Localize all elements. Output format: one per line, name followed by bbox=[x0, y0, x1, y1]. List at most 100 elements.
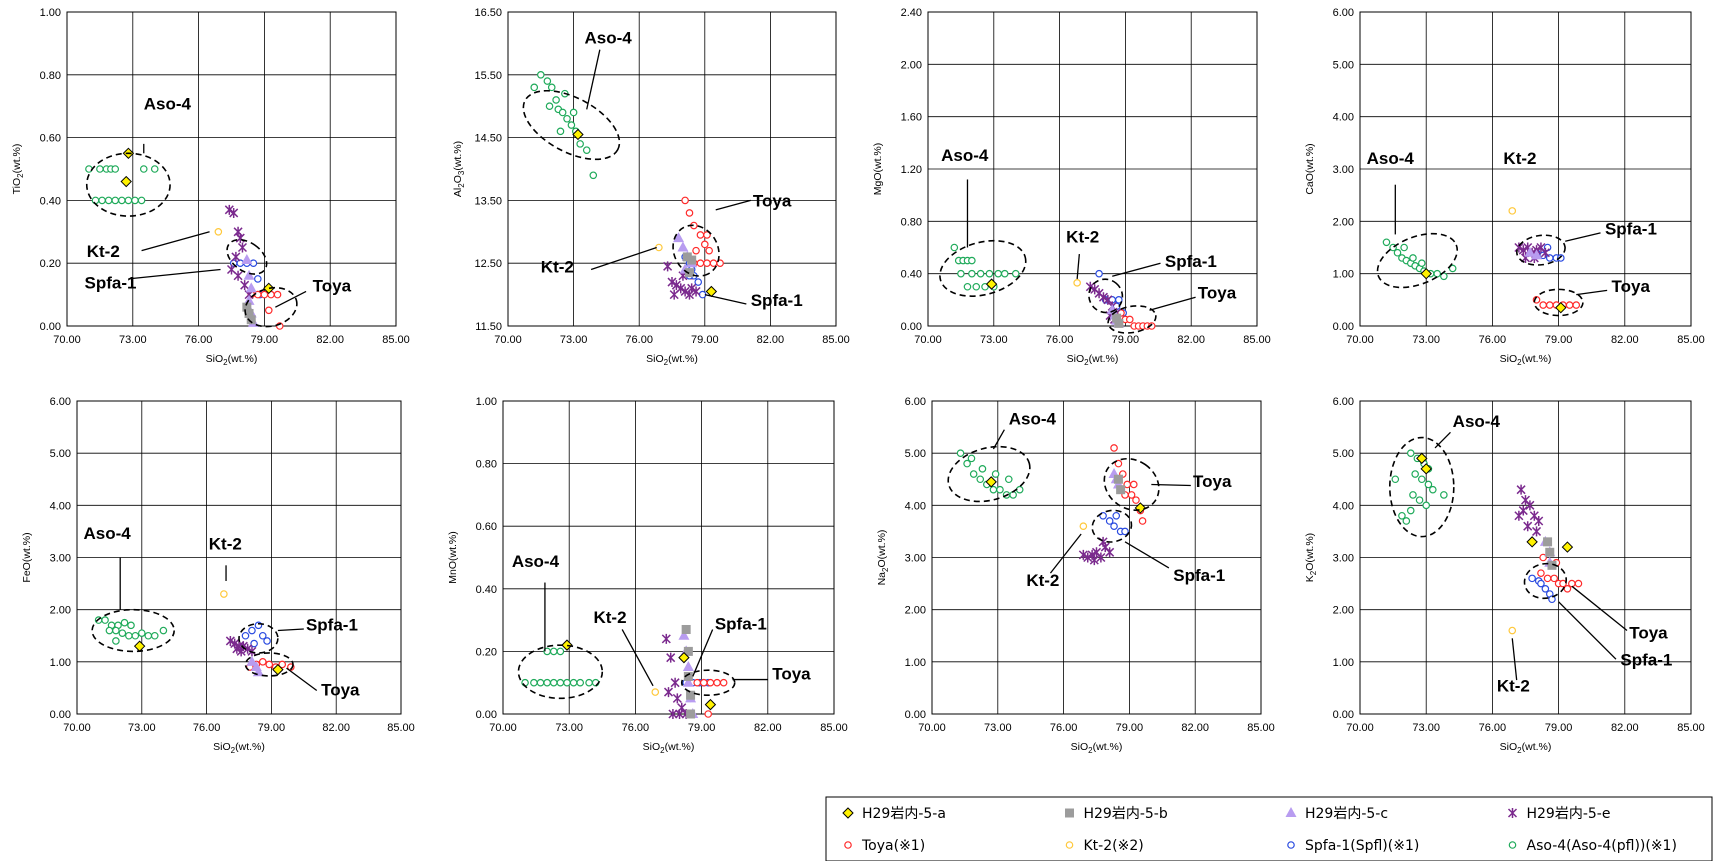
data-point bbox=[1114, 459, 1123, 468]
y-axis-title: FeO(wt.%) bbox=[21, 532, 33, 582]
data-point bbox=[1420, 463, 1432, 475]
leader-line bbox=[141, 231, 210, 252]
series-aso bbox=[85, 165, 159, 205]
data-point bbox=[704, 710, 713, 718]
y-tick-label: 2.00 bbox=[901, 59, 922, 71]
data-point bbox=[112, 626, 120, 635]
series-c bbox=[1524, 246, 1543, 260]
data-point bbox=[246, 655, 258, 666]
data-point bbox=[1391, 475, 1400, 484]
group-label: Aso-4 bbox=[941, 146, 989, 165]
legend-item: H29岩内-5-c bbox=[1285, 806, 1388, 822]
group-label: Toya bbox=[313, 276, 352, 295]
data-point bbox=[585, 678, 593, 687]
x-tick-label: 73.00 bbox=[1412, 334, 1440, 346]
data-point bbox=[696, 259, 705, 268]
data-point bbox=[978, 465, 987, 473]
data-point bbox=[683, 646, 693, 656]
y-tick-label: 0.00 bbox=[50, 709, 71, 721]
data-point bbox=[1079, 522, 1088, 531]
data-point bbox=[159, 626, 168, 635]
x-axis-title: SiO2(wt.%) bbox=[1067, 353, 1119, 367]
data-point bbox=[985, 476, 997, 488]
x-tick-label: 70.00 bbox=[914, 334, 942, 346]
legend-marker bbox=[1508, 841, 1517, 849]
data-point bbox=[673, 232, 685, 243]
data-point bbox=[1526, 536, 1538, 548]
x-axis-title: SiO2(wt.%) bbox=[646, 353, 698, 367]
y-tick-label: 1.00 bbox=[1333, 269, 1354, 281]
data-point bbox=[278, 660, 287, 669]
y-tick-label: 12.50 bbox=[474, 258, 502, 270]
data-point bbox=[1420, 267, 1432, 280]
data-point bbox=[85, 165, 93, 173]
data-point bbox=[684, 268, 694, 278]
data-point bbox=[1382, 238, 1391, 247]
y-tick-label: 5.00 bbox=[905, 448, 926, 460]
data-point bbox=[686, 690, 696, 700]
data-point bbox=[682, 661, 694, 672]
data-point bbox=[1409, 254, 1417, 262]
data-point bbox=[700, 678, 708, 687]
x-tick-label: 73.00 bbox=[984, 722, 1012, 734]
group-label: Kt-2 bbox=[1497, 677, 1530, 696]
data-point bbox=[1574, 579, 1583, 588]
x-tick-label: 79.00 bbox=[1116, 722, 1144, 734]
series-b bbox=[1113, 474, 1126, 495]
y-tick-label: 0.00 bbox=[901, 321, 922, 333]
y-tick-label: 6.00 bbox=[905, 396, 926, 408]
leader-line bbox=[1558, 601, 1617, 660]
group-label: Kt-2 bbox=[1066, 227, 1099, 246]
y-tick-label: 5.00 bbox=[1333, 59, 1354, 71]
series-a bbox=[120, 147, 275, 295]
data-point bbox=[1406, 449, 1415, 457]
data-point bbox=[686, 709, 696, 719]
plot-area bbox=[507, 11, 837, 327]
y-tick-label: 0.40 bbox=[901, 269, 922, 281]
data-point bbox=[681, 624, 691, 634]
data-point bbox=[244, 308, 254, 318]
data-point bbox=[232, 643, 242, 654]
y-tick-label: 0.20 bbox=[40, 258, 61, 270]
data-point bbox=[127, 621, 135, 630]
leader-line bbox=[692, 629, 714, 677]
group-ellipse bbox=[226, 238, 268, 275]
data-point bbox=[692, 246, 700, 255]
x-tick-label: 85.00 bbox=[1677, 722, 1705, 734]
x-tick-label: 76.00 bbox=[1046, 334, 1074, 346]
y-tick-label: 2.00 bbox=[1333, 605, 1354, 617]
data-point bbox=[576, 678, 585, 687]
leader-line bbox=[277, 628, 304, 632]
data-point bbox=[680, 286, 690, 297]
data-point bbox=[678, 629, 690, 640]
data-point bbox=[1409, 491, 1417, 499]
data-point bbox=[561, 639, 573, 651]
data-point bbox=[263, 637, 271, 645]
y-tick-label: 5.00 bbox=[1333, 448, 1354, 460]
y-tick-label: 2.00 bbox=[1333, 216, 1354, 228]
leader-line bbox=[128, 268, 221, 280]
y-tick-label: 15.50 bbox=[474, 70, 502, 82]
x-tick-label: 76.00 bbox=[185, 334, 213, 346]
data-point bbox=[1393, 248, 1402, 257]
data-point bbox=[682, 676, 694, 687]
data-point bbox=[666, 652, 676, 663]
legend-label: Aso-4(Aso-4(pfl))(※1) bbox=[1527, 838, 1677, 854]
data-point bbox=[1004, 475, 1013, 484]
data-point bbox=[552, 96, 560, 104]
data-point bbox=[1516, 484, 1526, 495]
x-tick-label: 73.00 bbox=[555, 722, 583, 734]
data-point bbox=[663, 261, 673, 272]
data-point bbox=[687, 283, 697, 294]
group-ellipse bbox=[1523, 562, 1568, 600]
leader-line bbox=[1434, 431, 1451, 449]
data-point bbox=[1508, 207, 1517, 215]
group-label: Spfa-1 bbox=[306, 616, 358, 635]
data-point bbox=[241, 631, 250, 640]
x-axis-title: SiO2(wt.%) bbox=[643, 741, 695, 755]
series-a bbox=[561, 639, 717, 711]
data-point bbox=[1115, 296, 1123, 304]
y-tick-label: 14.50 bbox=[474, 133, 502, 145]
x-tick-label: 76.00 bbox=[1479, 334, 1507, 346]
y-tick-label: 4.00 bbox=[905, 500, 926, 512]
